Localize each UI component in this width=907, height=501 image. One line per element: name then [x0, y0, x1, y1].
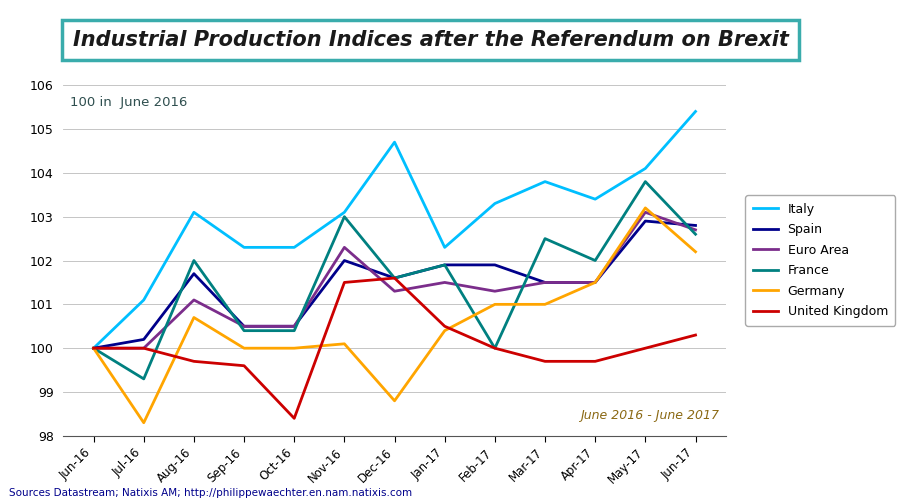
France [88, 345, 99, 351]
United Kingdom [690, 332, 701, 338]
Euro Area [590, 280, 600, 286]
Euro Area [339, 244, 350, 250]
Text: Sources Datastream; Natixis AM; http://philippewaechter.en.nam.natixis.com: Sources Datastream; Natixis AM; http://p… [9, 488, 412, 498]
Italy [288, 244, 299, 250]
Legend: Italy, Spain, Euro Area, France, Germany, United Kingdom: Italy, Spain, Euro Area, France, Germany… [745, 195, 895, 326]
Germany [288, 345, 299, 351]
Line: France: France [93, 182, 696, 379]
United Kingdom [540, 358, 551, 364]
Germany [640, 205, 651, 211]
Euro Area [239, 323, 249, 329]
France [439, 262, 450, 268]
United Kingdom [239, 363, 249, 369]
Spain [690, 222, 701, 228]
Spain [189, 271, 200, 277]
Germany [239, 345, 249, 351]
Line: Spain: Spain [93, 221, 696, 348]
France [239, 328, 249, 334]
Euro Area [189, 297, 200, 303]
France [590, 258, 600, 264]
Euro Area [288, 323, 299, 329]
Line: Italy: Italy [93, 111, 696, 348]
Line: Germany: Germany [93, 208, 696, 423]
Spain [590, 280, 600, 286]
Spain [288, 323, 299, 329]
France [389, 275, 400, 281]
Germany [339, 341, 350, 347]
Italy [239, 244, 249, 250]
Italy [490, 200, 501, 206]
Italy [138, 297, 149, 303]
Germany [590, 280, 600, 286]
Euro Area [88, 345, 99, 351]
France [690, 231, 701, 237]
Euro Area [439, 280, 450, 286]
United Kingdom [189, 358, 200, 364]
Text: 100 in  June 2016: 100 in June 2016 [70, 96, 188, 109]
United Kingdom [590, 358, 600, 364]
France [540, 235, 551, 241]
Spain [239, 323, 249, 329]
United Kingdom [389, 275, 400, 281]
United Kingdom [640, 345, 651, 351]
France [490, 345, 501, 351]
Italy [640, 165, 651, 171]
Euro Area [640, 209, 651, 215]
Germany [138, 420, 149, 426]
Spain [540, 280, 551, 286]
United Kingdom [88, 345, 99, 351]
Spain [640, 218, 651, 224]
Germany [389, 398, 400, 404]
Italy [88, 345, 99, 351]
Line: United Kingdom: United Kingdom [93, 278, 696, 418]
United Kingdom [288, 415, 299, 421]
United Kingdom [439, 323, 450, 329]
Spain [339, 258, 350, 264]
Germany [690, 248, 701, 255]
Germany [189, 315, 200, 321]
Germany [439, 328, 450, 334]
Line: Euro Area: Euro Area [93, 212, 696, 348]
France [640, 179, 651, 185]
Italy [389, 139, 400, 145]
Germany [490, 302, 501, 308]
Italy [690, 108, 701, 114]
Italy [339, 209, 350, 215]
Spain [439, 262, 450, 268]
Germany [88, 345, 99, 351]
United Kingdom [490, 345, 501, 351]
Spain [389, 275, 400, 281]
Euro Area [540, 280, 551, 286]
Text: Industrial Production Indices after the Referendum on Brexit: Industrial Production Indices after the … [73, 30, 789, 50]
Euro Area [138, 345, 149, 351]
Germany [540, 302, 551, 308]
Spain [490, 262, 501, 268]
Euro Area [690, 227, 701, 233]
United Kingdom [339, 280, 350, 286]
United Kingdom [138, 345, 149, 351]
Text: June 2016 - June 2017: June 2016 - June 2017 [580, 409, 719, 422]
France [138, 376, 149, 382]
Spain [138, 336, 149, 342]
Italy [590, 196, 600, 202]
Spain [88, 345, 99, 351]
Italy [189, 209, 200, 215]
France [339, 213, 350, 219]
Euro Area [389, 288, 400, 294]
France [288, 328, 299, 334]
Italy [540, 179, 551, 185]
Euro Area [490, 288, 501, 294]
Italy [439, 244, 450, 250]
France [189, 258, 200, 264]
